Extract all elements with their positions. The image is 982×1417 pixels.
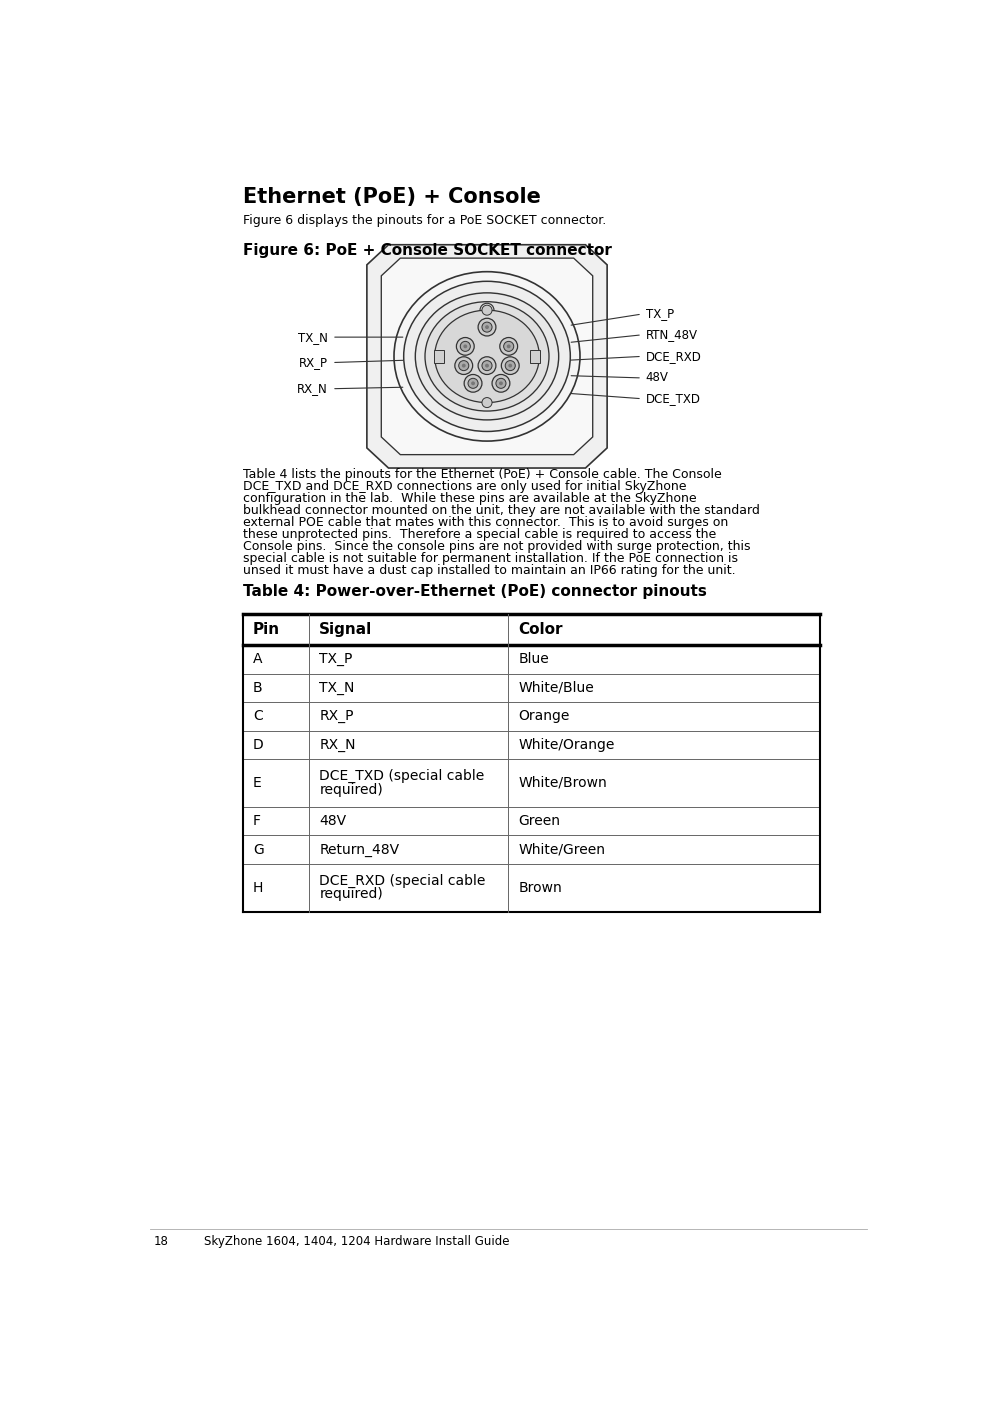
Text: Signal: Signal xyxy=(319,622,372,638)
Text: bulkhead connector mounted on the unit, they are not available with the standard: bulkhead connector mounted on the unit, … xyxy=(243,504,760,517)
Circle shape xyxy=(496,378,506,388)
Text: Table 4: Power-over-Ethernet (PoE) connector pinouts: Table 4: Power-over-Ethernet (PoE) conne… xyxy=(243,584,707,598)
Text: required): required) xyxy=(319,887,383,901)
Text: DCE_TXD (special cable: DCE_TXD (special cable xyxy=(319,769,484,784)
Text: White/Orange: White/Orange xyxy=(518,738,615,752)
Circle shape xyxy=(482,322,492,332)
Circle shape xyxy=(462,364,465,367)
Circle shape xyxy=(464,374,482,393)
Ellipse shape xyxy=(394,272,580,441)
Text: Table 4 lists the pinouts for the Ethernet (PoE) + Console cable. The Console: Table 4 lists the pinouts for the Ethern… xyxy=(243,468,722,480)
Text: RTN_48V: RTN_48V xyxy=(646,329,698,341)
Circle shape xyxy=(492,374,510,393)
Text: White/Green: White/Green xyxy=(518,843,606,856)
Text: DCE_TXD and DCE_RXD connections are only used for initial SkyZhone: DCE_TXD and DCE_RXD connections are only… xyxy=(243,480,686,493)
FancyBboxPatch shape xyxy=(433,350,445,363)
Text: SkyZhone 1604, 1404, 1204 Hardware Install Guide: SkyZhone 1604, 1404, 1204 Hardware Insta… xyxy=(204,1236,510,1248)
Text: Orange: Orange xyxy=(518,710,570,723)
Text: required): required) xyxy=(319,782,383,796)
Circle shape xyxy=(461,341,470,351)
Text: Return_48V: Return_48V xyxy=(319,843,400,856)
Text: 18: 18 xyxy=(154,1236,169,1248)
Circle shape xyxy=(482,398,492,408)
Text: TX_N: TX_N xyxy=(299,330,328,344)
Circle shape xyxy=(468,378,478,388)
Ellipse shape xyxy=(404,282,571,431)
Circle shape xyxy=(464,344,467,349)
Text: Console pins.  Since the console pins are not provided with surge protection, th: Console pins. Since the console pins are… xyxy=(243,540,750,553)
Text: unsed it must have a dust cap installed to maintain an IP66 rating for the unit.: unsed it must have a dust cap installed … xyxy=(243,564,736,577)
Text: Figure 6: PoE + Console SOCKET connector: Figure 6: PoE + Console SOCKET connector xyxy=(243,244,612,258)
Circle shape xyxy=(485,364,489,367)
Circle shape xyxy=(499,381,503,385)
Circle shape xyxy=(505,360,516,371)
Circle shape xyxy=(478,319,496,336)
Circle shape xyxy=(457,337,474,356)
Text: TX_P: TX_P xyxy=(319,652,353,666)
Circle shape xyxy=(507,344,511,349)
Text: DCE_TXD: DCE_TXD xyxy=(646,393,701,405)
Text: Green: Green xyxy=(518,815,561,828)
Text: TX_N: TX_N xyxy=(319,680,355,694)
Text: RX_P: RX_P xyxy=(319,710,354,723)
Text: RX_N: RX_N xyxy=(298,383,328,395)
Text: F: F xyxy=(253,815,261,828)
Text: E: E xyxy=(253,777,261,789)
Text: B: B xyxy=(253,680,262,694)
Text: C: C xyxy=(253,710,263,723)
Text: Color: Color xyxy=(518,622,563,638)
Circle shape xyxy=(471,381,475,385)
Text: special cable is not suitable for permanent installation. If the PoE connection : special cable is not suitable for perman… xyxy=(243,551,737,564)
Text: 48V: 48V xyxy=(646,371,669,384)
Text: Blue: Blue xyxy=(518,652,549,666)
Circle shape xyxy=(482,305,492,315)
Circle shape xyxy=(459,360,468,371)
Polygon shape xyxy=(367,245,607,468)
Text: 48V: 48V xyxy=(319,815,347,828)
Circle shape xyxy=(478,357,496,374)
FancyBboxPatch shape xyxy=(529,350,540,363)
Text: DCE_RXD (special cable: DCE_RXD (special cable xyxy=(319,874,486,888)
Text: configuration in the lab.  While these pins are available at the SkyZhone: configuration in the lab. While these pi… xyxy=(243,492,696,504)
Text: Ethernet (PoE) + Console: Ethernet (PoE) + Console xyxy=(243,187,541,207)
Circle shape xyxy=(502,357,519,374)
Circle shape xyxy=(482,360,492,371)
Text: White/Blue: White/Blue xyxy=(518,680,594,694)
Text: D: D xyxy=(253,738,264,752)
Circle shape xyxy=(455,357,472,374)
Ellipse shape xyxy=(435,310,539,402)
Text: DCE_RXD: DCE_RXD xyxy=(646,350,702,363)
Polygon shape xyxy=(381,258,593,455)
Circle shape xyxy=(504,341,514,351)
Text: H: H xyxy=(253,881,263,894)
Text: A: A xyxy=(253,652,262,666)
Circle shape xyxy=(509,364,513,367)
Text: White/Brown: White/Brown xyxy=(518,777,607,789)
Text: external POE cable that mates with this connector.  This is to avoid surges on: external POE cable that mates with this … xyxy=(243,516,728,529)
Text: Figure 6 displays the pinouts for a PoE SOCKET connector.: Figure 6 displays the pinouts for a PoE … xyxy=(243,214,606,227)
Ellipse shape xyxy=(425,302,549,411)
Text: these unprotected pins.  Therefore a special cable is required to access the: these unprotected pins. Therefore a spec… xyxy=(243,527,716,541)
Circle shape xyxy=(500,337,518,356)
Text: Pin: Pin xyxy=(253,622,280,638)
Text: G: G xyxy=(253,843,264,856)
Circle shape xyxy=(485,324,489,329)
Text: TX_P: TX_P xyxy=(646,307,674,320)
Text: RX_N: RX_N xyxy=(319,738,355,752)
Text: RX_P: RX_P xyxy=(300,356,328,368)
Text: Brown: Brown xyxy=(518,881,563,894)
Ellipse shape xyxy=(415,293,559,419)
